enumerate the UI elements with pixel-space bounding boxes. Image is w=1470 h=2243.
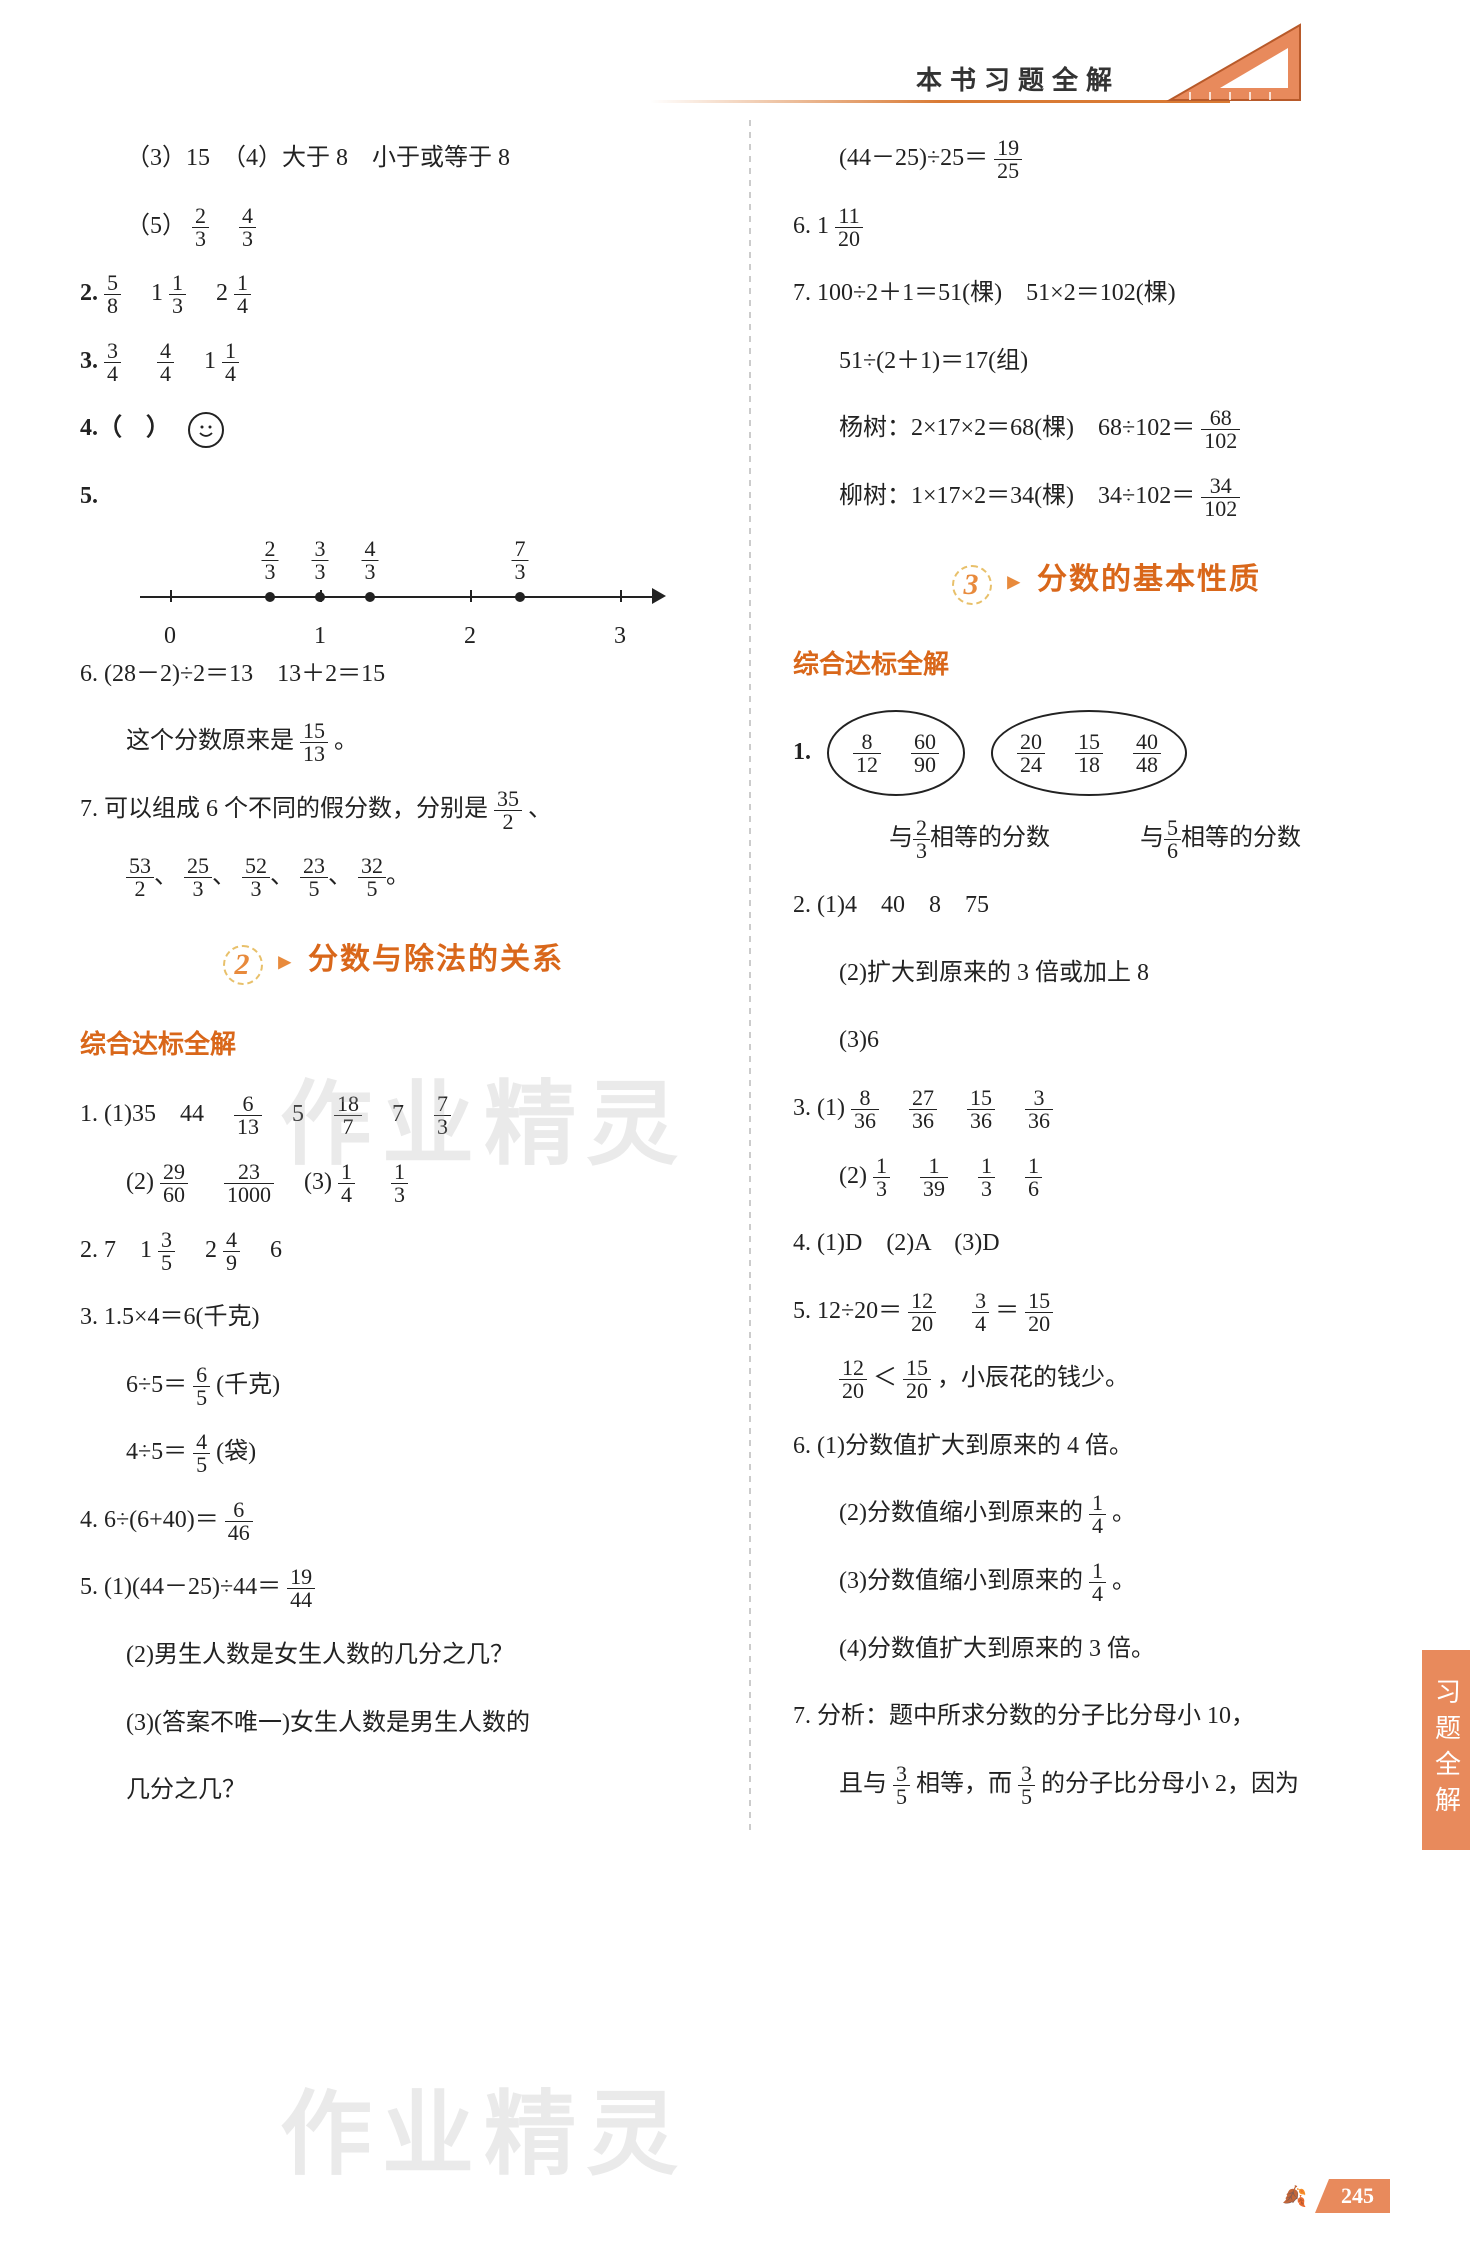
s3-q2-2: (2)扩大到原来的 3 倍或加上 8 [793, 945, 1420, 1003]
subhead-left: 综合达标全解 [80, 1014, 707, 1076]
triangle-ruler-icon [1160, 20, 1310, 110]
s3-q6b: (2)分数值缩小到原来的 14 。 [793, 1485, 1420, 1543]
q1-3-4: （3）15 （4）大于 8 小于或等于 8 [80, 130, 707, 188]
subhead-right: 综合达标全解 [793, 634, 1420, 696]
q2: 2. 58 1 13 2 14 [80, 265, 707, 323]
s2-q5-2: (2)男生人数是女生人数的几分之几？ [80, 1627, 707, 1685]
s2-q4: 4. 6÷(6+40)＝ 646 [80, 1492, 707, 1550]
s3-q5a: 5. 12÷20＝ 1220 34 ＝ 1520 [793, 1283, 1420, 1341]
s3-q1: 1. 812 6090 2024 1518 4048 [793, 706, 1420, 800]
s3-q2-1: 2. (1)4 40 8 75 [793, 877, 1420, 935]
watermark-2: 作业精灵 [280, 2060, 688, 2193]
q7a: 7. 可以组成 6 个不同的假分数，分别是 352 、 [80, 781, 707, 839]
s2-q1-1: 1. (1)35 44 613 5 187 7 73 [80, 1086, 707, 1144]
two-column-layout: （3）15 （4）大于 8 小于或等于 8 （5） 23 43 2. 58 1 … [80, 120, 1420, 1830]
s2-q1-2: (2) 2960 231000 (3) 14 13 [80, 1154, 707, 1212]
s3-q6d: (4)分数值扩大到原来的 3 倍。 [793, 1621, 1420, 1679]
r-top: (44－25)÷25＝ 1925 [793, 130, 1420, 188]
r-q7c: 杨树：2×17×2＝68(棵) 68÷102＝ 68102 [793, 400, 1420, 458]
badge-3: 3 [952, 565, 992, 605]
s3-q3-2: (2) 13 139 13 16 [793, 1148, 1420, 1206]
left-column: （3）15 （4）大于 8 小于或等于 8 （5） 23 43 2. 58 1 … [80, 120, 719, 1830]
s3-q6a: 6. (1)分数值扩大到原来的 4 倍。 [793, 1418, 1420, 1476]
section-2-title: 2 ▸ 分数与除法的关系 [80, 924, 707, 996]
s3-q4: 4. (1)D (2)A (3)D [793, 1215, 1420, 1273]
s2-q3c: 4÷5＝ 45 (袋) [80, 1424, 707, 1482]
r-q7b: 51÷(2＋1)＝17(组) [793, 333, 1420, 391]
number-line: 0 1 2 3 23 33 43 73 [140, 536, 660, 636]
q3: 3. 34 44 1 14 [80, 333, 707, 391]
s3-q7a: 7. 分析：题中所求分数的分子比分母小 10， [793, 1688, 1420, 1746]
q5: 5. [80, 468, 707, 526]
q6b: 这个分数原来是 1513 。 [80, 713, 707, 771]
section-3-title: 3 ▸ 分数的基本性质 [793, 544, 1420, 616]
s3-q6c: (3)分数值缩小到原来的 14 。 [793, 1553, 1420, 1611]
s3-q5b: 1220 ＜ 1520 ，小辰花的钱少。 [793, 1350, 1420, 1408]
q4: 4.（ ） [80, 400, 707, 458]
r-q6: 6. 1 1120 [793, 198, 1420, 256]
q1-5: （5） 23 43 [80, 198, 707, 256]
s2-q5-1: 5. (1)(44－25)÷44＝ 1944 [80, 1559, 707, 1617]
side-tab: 习题全解 [1422, 1650, 1470, 1850]
q7b: 532、 253、 523、 235、 325。 [80, 848, 707, 906]
header-title: 本书习题全解 [916, 60, 1120, 97]
s3-q2-3: (3)6 [793, 1012, 1420, 1070]
page-number: 🍂 245 [1282, 2179, 1390, 2213]
s2-q5-3a: (3)(答案不唯一)女生人数是男生人数的 [80, 1695, 707, 1753]
oval-group-1: 812 6090 [827, 710, 965, 796]
header-underline [650, 100, 1230, 103]
s3-q3-1: 3. (1) 836 2736 1536 336 [793, 1080, 1420, 1138]
leaf-icon: 🍂 [1282, 2184, 1307, 2209]
column-divider [749, 120, 751, 1830]
s3-q1-captions: 与23相等的分数 与56相等的分数 [843, 810, 1420, 868]
oval-group-2: 2024 1518 4048 [991, 710, 1187, 796]
badge-2: 2 [223, 945, 263, 985]
smiley-icon [188, 412, 224, 448]
s2-q3a: 3. 1.5×4＝6(千克) [80, 1289, 707, 1347]
s3-q7b: 且与 35 相等，而 35 的分子比分母小 2，因为 [793, 1756, 1420, 1814]
r-q7d: 柳树：1×17×2＝34(棵) 34÷102＝ 34102 [793, 468, 1420, 526]
s2-q5-3b: 几分之几？ [80, 1762, 707, 1820]
r-q7a: 7. 100÷2＋1＝51(棵) 51×2＝102(棵) [793, 265, 1420, 323]
s2-q3b: 6÷5＝ 65 (千克) [80, 1357, 707, 1415]
s2-q2: 2. 7 1 35 2 49 6 [80, 1222, 707, 1280]
right-column: (44－25)÷25＝ 1925 6. 1 1120 7. 100÷2＋1＝51… [781, 120, 1420, 1830]
